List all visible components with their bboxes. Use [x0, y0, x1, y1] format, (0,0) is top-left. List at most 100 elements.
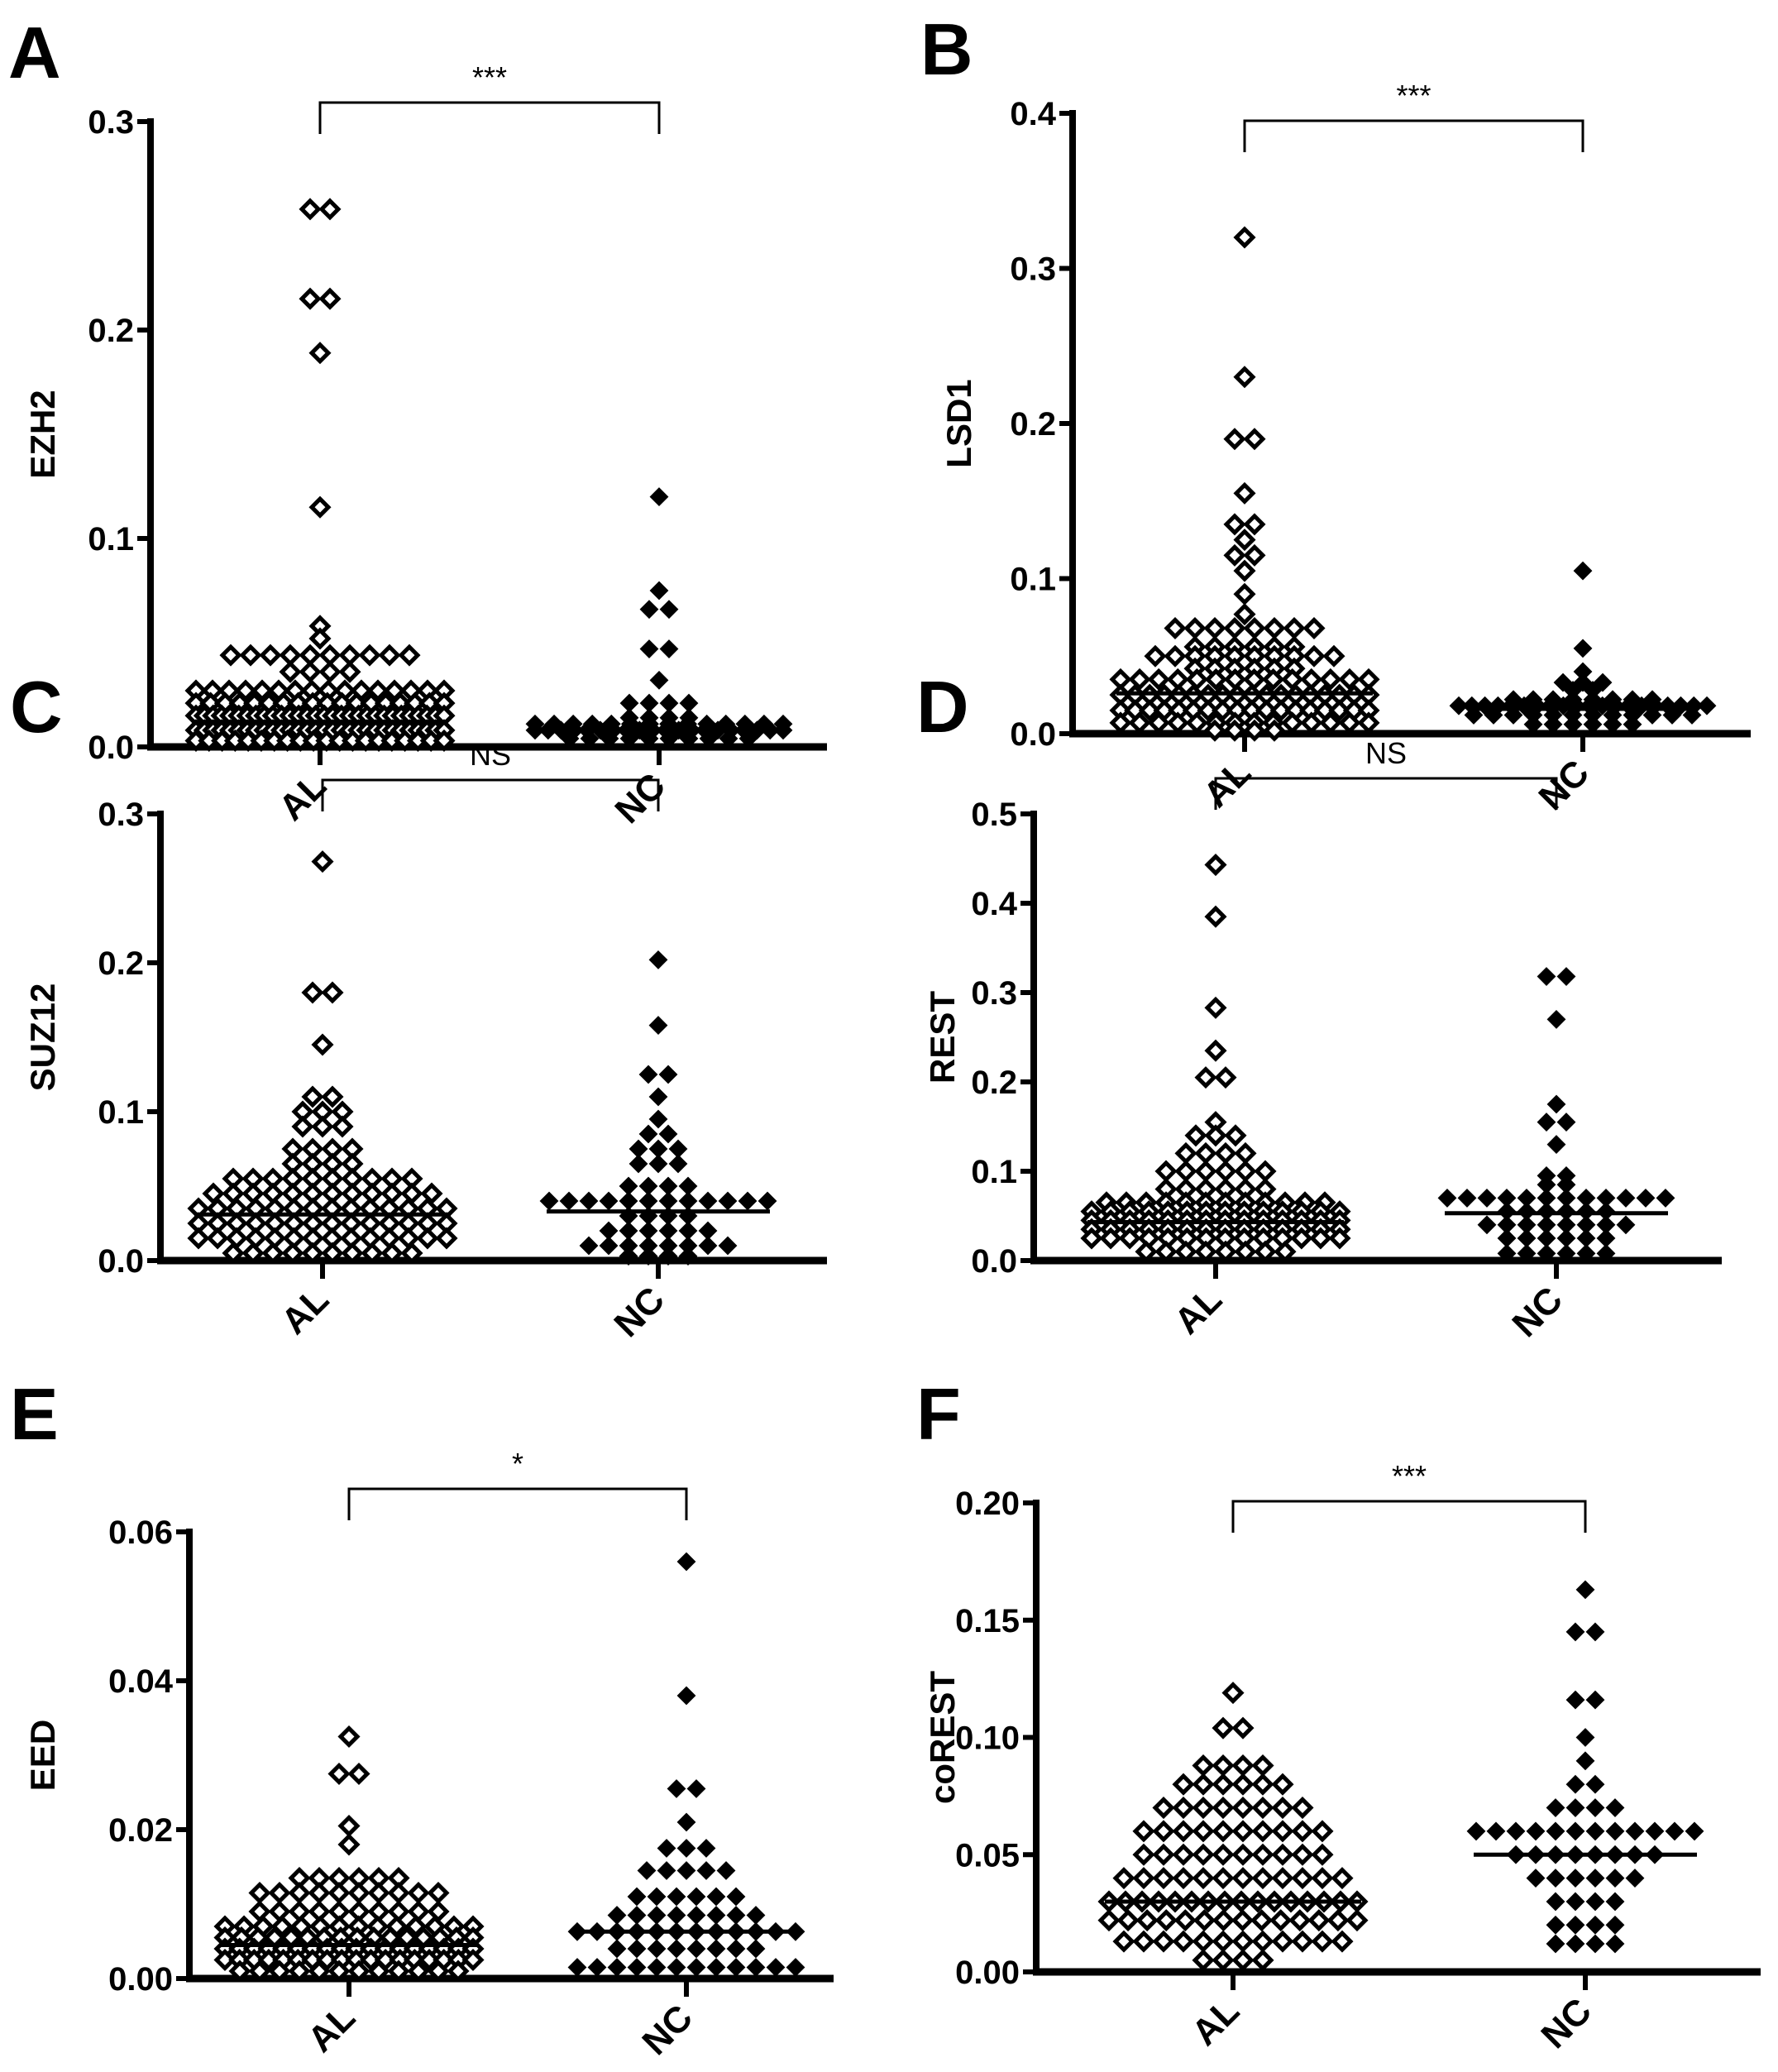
significance-label: ***	[1396, 79, 1431, 112]
data-point	[1128, 668, 1151, 691]
data-point	[1251, 1797, 1274, 1820]
data-point	[1231, 1949, 1255, 1972]
data-point	[1147, 668, 1170, 691]
data-point	[1192, 1930, 1215, 1953]
y-tick-label: 0.1	[971, 1154, 1017, 1190]
data-point	[1251, 1930, 1274, 1953]
data-point	[1575, 1751, 1595, 1771]
data-point	[1212, 1930, 1235, 1953]
data-point	[658, 1247, 678, 1266]
y-tick-label: 0.1	[1010, 562, 1056, 598]
data-point	[657, 1839, 676, 1858]
data-point	[1585, 1934, 1605, 1954]
data-point	[1625, 1869, 1645, 1888]
y-tick-label: 0.20	[955, 1486, 1020, 1522]
data-point	[1546, 1798, 1565, 1817]
data-point	[1152, 1867, 1175, 1890]
data-point	[301, 1242, 324, 1265]
data-point	[338, 660, 361, 683]
data-point	[1437, 1188, 1457, 1208]
data-point	[1466, 1821, 1486, 1841]
data-point	[1345, 1909, 1369, 1932]
data-point	[397, 1227, 420, 1250]
data-point	[1251, 1867, 1274, 1890]
data-point	[358, 644, 381, 667]
data-point	[627, 1939, 647, 1959]
data-point	[241, 1242, 265, 1265]
data-point	[607, 1906, 627, 1925]
data-point	[726, 1958, 746, 1977]
data-point	[676, 1686, 696, 1706]
data-point	[647, 1958, 667, 1977]
data-point	[461, 1948, 485, 1972]
data-point	[1565, 1934, 1585, 1954]
data-point	[1233, 481, 1256, 505]
data-point	[1251, 1773, 1274, 1796]
data-point	[1311, 1867, 1334, 1890]
data-point	[1243, 616, 1266, 640]
data-point	[649, 581, 669, 601]
data-point	[1173, 1909, 1197, 1932]
data-point	[1605, 1869, 1625, 1888]
data-point	[1556, 1113, 1576, 1132]
data-point	[647, 1939, 667, 1959]
y-tick-label: 0.2	[1010, 406, 1056, 443]
data-point	[1212, 1949, 1235, 1972]
data-point	[638, 1065, 658, 1084]
x-tick-label: NC	[1504, 1279, 1570, 1345]
data-point	[649, 487, 669, 507]
data-point	[1291, 1843, 1314, 1866]
data-point	[580, 729, 600, 749]
data-point	[738, 1191, 758, 1211]
panel-letter: A	[8, 12, 61, 93]
data-point	[1269, 1909, 1293, 1932]
panel-c: C 0.0 0.1 0.2 0.3 SUZ12 AL NC NS	[10, 666, 827, 1345]
data-point	[1605, 1934, 1625, 1954]
data-point	[308, 342, 332, 365]
x-tick-label: AL	[300, 1997, 363, 2060]
data-point	[1263, 616, 1286, 640]
data-point	[1231, 1909, 1255, 1932]
y-tick-label: 0.4	[971, 886, 1017, 922]
data-point	[600, 729, 619, 749]
data-point	[288, 1960, 311, 1983]
data-point	[378, 644, 401, 667]
data-point	[331, 1115, 354, 1138]
data-point	[1546, 1934, 1565, 1954]
data-point	[1616, 1188, 1636, 1208]
data-point	[418, 1948, 441, 1972]
data-point	[1269, 699, 1293, 722]
significance-bracket	[1231, 1500, 1587, 1533]
data-point	[1605, 1798, 1625, 1817]
data-point	[1338, 668, 1361, 691]
y-axis-label: REST	[923, 991, 962, 1084]
data-point	[311, 850, 334, 873]
significance-label: ***	[472, 60, 507, 94]
data-point	[318, 660, 342, 683]
data-point	[261, 1242, 284, 1265]
series-al	[1080, 854, 1351, 1263]
data-point	[1154, 1240, 1178, 1263]
data-point	[1204, 1039, 1227, 1062]
data-point	[1164, 616, 1187, 640]
data-point	[318, 287, 342, 310]
data-point	[347, 1762, 370, 1786]
data-point	[659, 600, 679, 620]
x-tick-label: AL	[1184, 1990, 1247, 2053]
data-point	[318, 198, 342, 221]
data-point	[281, 1242, 304, 1265]
data-point	[1526, 1869, 1546, 1888]
data-point	[667, 1958, 686, 1977]
data-point	[638, 1124, 658, 1144]
data-point	[726, 1906, 746, 1925]
data-point	[1271, 1867, 1294, 1890]
data-point	[1194, 1066, 1217, 1089]
series-nc	[1466, 1580, 1704, 1954]
data-point	[1192, 1820, 1215, 1843]
data-point	[1251, 1949, 1274, 1972]
data-point	[1543, 715, 1563, 735]
data-point	[248, 1881, 271, 1905]
y-tick-label: 0.04	[108, 1663, 174, 1700]
data-point	[676, 1839, 696, 1858]
data-point	[1623, 715, 1642, 735]
